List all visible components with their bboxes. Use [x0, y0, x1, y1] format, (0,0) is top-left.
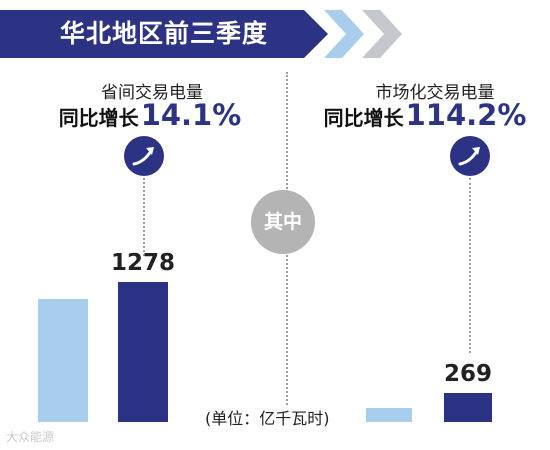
- unit-label: (单位：亿千瓦时): [205, 409, 330, 428]
- bar-right-current: [444, 393, 492, 422]
- left-growth-label: 同比增长: [58, 106, 139, 130]
- title-banner: [0, 10, 328, 58]
- trend-up-arrow-icon: [450, 136, 490, 176]
- chevron-right-icon: [362, 10, 402, 58]
- right-bar-value-label: 269: [443, 361, 492, 387]
- center-divider: [286, 250, 288, 405]
- left-growth-value: 14.1%: [140, 98, 242, 132]
- right-chart-title: 市场化交易电量: [375, 83, 495, 103]
- chevron-right-icon: [324, 10, 364, 58]
- right-connector: [469, 178, 471, 353]
- left-bar-value-label: 1278: [110, 250, 175, 276]
- trend-up-arrow-icon: [124, 136, 164, 176]
- watermark: 大众能源: [6, 430, 55, 444]
- bar-left-previous: [38, 299, 88, 422]
- left-growth-line: 同比增长14.1%: [30, 98, 270, 132]
- page-title: 华北地区前三季度: [60, 19, 269, 48]
- right-growth-label: 同比增长: [323, 106, 404, 130]
- center-label: 其中: [251, 190, 315, 254]
- right-growth-line: 同比增长114.2%: [305, 98, 545, 132]
- right-growth-value: 114.2%: [405, 98, 527, 132]
- bar-left-current: [118, 282, 168, 422]
- bar-right-previous: [366, 408, 412, 422]
- center-divider: [286, 72, 288, 192]
- left-connector: [143, 178, 145, 256]
- left-chart-title: 省间交易电量: [101, 83, 203, 103]
